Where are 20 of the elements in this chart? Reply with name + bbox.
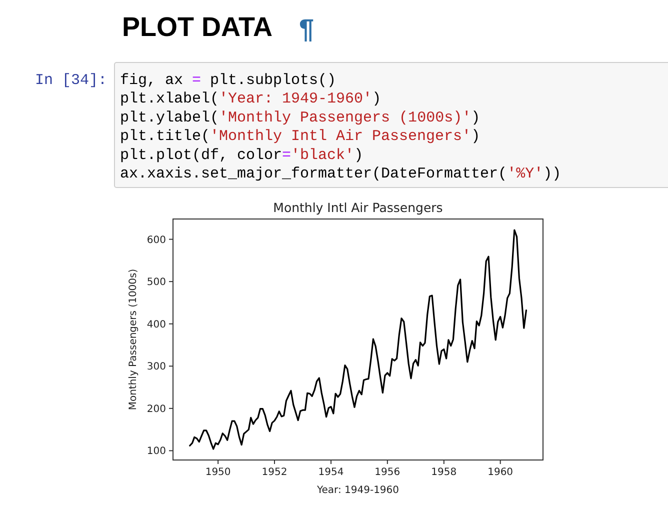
y-tick-label: 600 [146,234,166,246]
x-tick-label: 1958 [431,467,457,478]
y-tick-label: 400 [146,319,166,330]
x-tick-label: 1960 [488,467,514,478]
line-series [189,229,528,450]
y-tick-label: 500 [146,277,166,288]
text: ¶ [299,14,314,44]
text: In [34]: [34,72,107,89]
x-tick-label: 1954 [318,467,344,478]
text: fig, ax = plt.subplots() plt.xlabel('Year: 1949-1960') plt.ylabel('Monthly Passengers (1000s)') plt.title('Monthly Intl Air Passengers') plt.plot(df, color='black') ax.xaxis.set_major_formatter(DateFormatter('%Y')) [120,72,562,182]
x-tick-label: 1956 [374,467,400,478]
x-axis-title: Year: 1949-1960 [316,485,400,496]
text: PLOT DATA [122,12,272,42]
y-axis-title: Monthly Passengers (1000s) [128,268,139,410]
chart-title: Monthly Intl Air Passengers [273,200,443,215]
x-tick-label: 1952 [262,467,288,478]
y-tick-label: 200 [146,404,166,415]
y-tick-label: 300 [146,362,166,373]
y-tick-label: 100 [146,446,166,458]
x-tick-label: 1950 [205,467,231,478]
